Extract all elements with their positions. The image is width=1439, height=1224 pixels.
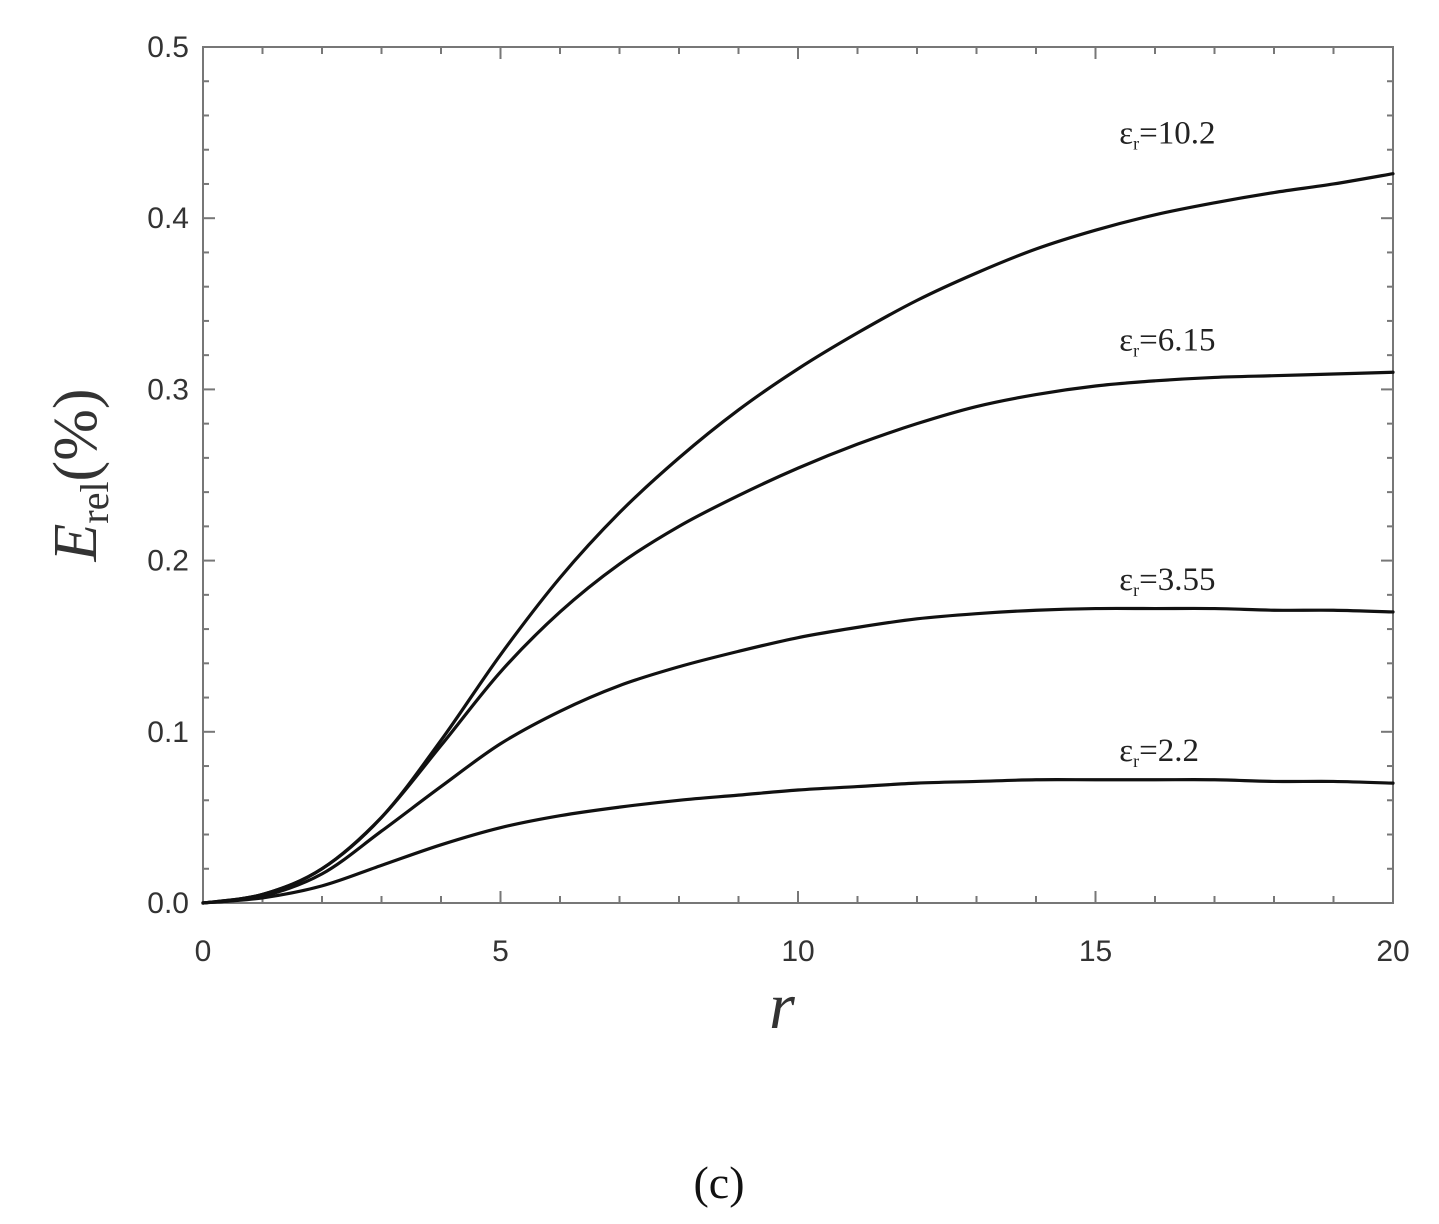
series-labels: εr=10.2 εr=6.15 εr=3.55 εr=2.2: [1119, 116, 1215, 771]
x-tick-label: 10: [781, 935, 814, 968]
series-curves: [201, 172, 1395, 905]
svg-text:Erel(%): Erel(%): [42, 388, 117, 562]
y-axis-label-sub: rel: [72, 481, 117, 523]
x-tick-label: 0: [195, 935, 212, 968]
panel-label: (c): [693, 1157, 744, 1208]
series-label: εr=6.15: [1119, 322, 1215, 360]
y-tick-label: 0.4: [147, 202, 189, 235]
x-tick-label: 15: [1079, 935, 1112, 968]
y-tick-label: 0.5: [147, 31, 189, 64]
series-line: [201, 606, 1395, 905]
y-axis-label-main: E: [42, 524, 110, 563]
x-tick-label: 5: [492, 935, 509, 968]
series-line: [201, 778, 1395, 905]
y-tick-label: 0.3: [147, 373, 189, 406]
y-axis-label-tail: (%): [42, 388, 110, 481]
x-axis-label: r: [769, 970, 795, 1043]
y-tick-label: 0.1: [147, 716, 189, 749]
axis-ticks: [202, 46, 1394, 904]
series-label: εr=3.55: [1119, 562, 1215, 600]
x-tick-label: 20: [1376, 935, 1409, 968]
series-line: [201, 370, 1395, 905]
series-label: εr=2.2: [1119, 733, 1199, 771]
y-tick-label: 0.2: [147, 545, 189, 578]
y-axis-label: Erel(%): [42, 388, 117, 562]
plot-frame: [202, 46, 1394, 904]
series-label: εr=10.2: [1119, 116, 1215, 154]
y-tick-label: 0.0: [147, 887, 189, 920]
series-line: [201, 172, 1395, 905]
tick-labels: 0 5 10 15 20 0.0 0.1 0.2 0.3 0.4 0.5: [147, 31, 1409, 968]
